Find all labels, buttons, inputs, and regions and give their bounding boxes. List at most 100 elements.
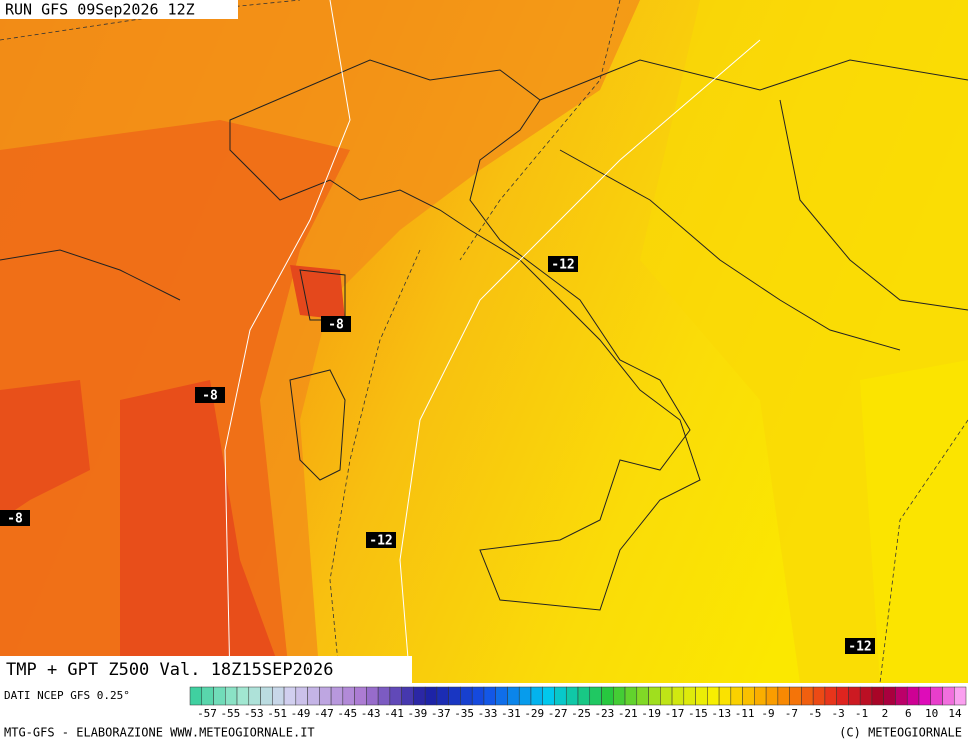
scale-label: -41 [384, 707, 404, 720]
color-swatch [518, 686, 532, 706]
color-swatch [942, 686, 955, 706]
scale-label: -31 [501, 707, 521, 720]
boundaries [0, 59, 968, 611]
color-swatch [765, 686, 779, 706]
color-swatch [906, 686, 920, 706]
color-swatch [201, 686, 214, 706]
color-swatch [225, 686, 238, 706]
color-scale: -57 -55 -53 -51 -49 -47 -45 -43 -41 -39 -37 -35 -33-… [189, 686, 967, 720]
geopotential-isolines [0, 0, 968, 684]
color-swatch [213, 686, 226, 706]
color-swatch [895, 686, 908, 706]
color-swatch [260, 686, 273, 706]
scale-label: -37 [431, 707, 451, 720]
scale-label: -19 [641, 707, 661, 720]
contour-label: -8 [202, 389, 218, 404]
contour-label: -8 [7, 512, 23, 527]
color-swatch [448, 686, 461, 706]
color-swatch [436, 686, 449, 706]
contour-label: -12 [369, 534, 392, 549]
contour-label-box [0, 510, 30, 526]
color-swatch [812, 686, 826, 706]
color-swatch [413, 686, 426, 706]
scale-label: -15 [688, 707, 708, 720]
color-swatch [530, 686, 543, 706]
color-swatch [918, 686, 931, 706]
footer-left: MTG-GFS - ELABORAZIONE WWW.METEOGIORNALE… [4, 726, 315, 740]
color-swatch [742, 686, 755, 706]
color-swatch [671, 686, 685, 706]
map-field [0, 0, 968, 683]
scale-label: -5 [808, 707, 821, 720]
color-swatch [577, 686, 591, 706]
color-swatch [483, 686, 496, 706]
scale-label: 6 [905, 707, 912, 720]
color-swatch [307, 686, 320, 706]
color-swatch [272, 686, 285, 706]
color-swatch [648, 686, 661, 706]
scale-label: -25 [571, 707, 591, 720]
color-swatch [859, 686, 873, 706]
color-swatch [330, 686, 344, 706]
run-label: RUN GFS 09Sep2026 12Z [5, 1, 195, 19]
contour-label: -12 [848, 640, 871, 655]
color-swatch [801, 686, 814, 706]
contour-label-box [845, 638, 875, 654]
scale-label: -33 [478, 707, 498, 720]
color-swatch [754, 686, 767, 706]
contour-label-box [195, 387, 225, 403]
color-swatch [589, 686, 602, 706]
scale-label: -47 [314, 707, 334, 720]
color-swatch [883, 686, 896, 706]
color-swatch [660, 686, 673, 706]
color-swatch [730, 686, 743, 706]
contour-label: -12 [551, 258, 574, 273]
scale-label: -57 [197, 707, 217, 720]
scale-label: -53 [244, 707, 264, 720]
color-swatch [824, 686, 837, 706]
color-swatch [460, 686, 473, 706]
color-swatch [401, 686, 414, 706]
color-swatch [848, 686, 861, 706]
color-swatch [471, 686, 485, 706]
scale-label: 10 [925, 707, 938, 720]
scale-label: -35 [454, 707, 474, 720]
color-swatch [542, 686, 555, 706]
color-swatch [424, 686, 438, 706]
color-swatch [871, 686, 884, 706]
scale-label: -51 [267, 707, 287, 720]
map-title: TMP + GPT Z500 Val. 18Z15SEP2026 [6, 660, 334, 680]
scale-label: -55 [220, 707, 240, 720]
color-swatch [707, 686, 720, 706]
color-swatch [366, 686, 379, 706]
run-box [0, 0, 238, 19]
scale-label: -49 [291, 707, 311, 720]
color-swatch [695, 686, 708, 706]
contour-label-box [548, 256, 578, 272]
contour-label-box [321, 316, 351, 332]
color-swatch [789, 686, 802, 706]
color-swatch [930, 686, 943, 706]
color-swatch [319, 686, 332, 706]
color-swatch [953, 686, 967, 706]
color-swatch [248, 686, 261, 706]
color-swatch [389, 686, 402, 706]
color-swatch [295, 686, 308, 706]
color-swatch [495, 686, 508, 706]
color-swatch [554, 686, 567, 706]
scale-label: -1 [855, 707, 868, 720]
color-swatch [718, 686, 732, 706]
scale-label: -27 [548, 707, 568, 720]
source-label: DATI NCEP GFS 0.25° [4, 689, 130, 702]
contour-labels: -12 -8 -8 -8 -12 -12 [0, 256, 875, 655]
scale-label: -45 [337, 707, 357, 720]
footer-right: (C) METEOGIORNALE [839, 726, 962, 740]
color-swatch [836, 686, 849, 706]
scale-label: -29 [524, 707, 544, 720]
scale-label: -23 [594, 707, 614, 720]
scale-label: -17 [665, 707, 685, 720]
scale-label: -7 [785, 707, 798, 720]
color-swatch [565, 686, 579, 706]
color-swatch [777, 686, 790, 706]
